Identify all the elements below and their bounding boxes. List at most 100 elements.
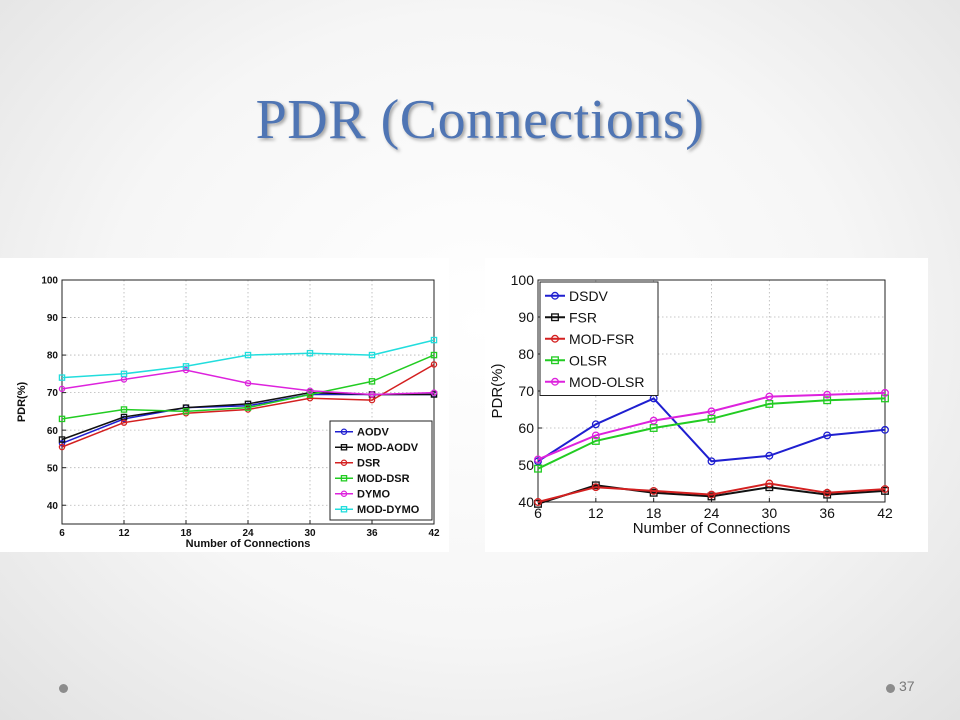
legend-marker	[340, 474, 348, 482]
legend-marker	[551, 313, 559, 322]
data-point	[881, 388, 889, 397]
x-tick-label: 6	[59, 528, 65, 539]
legend-item: DSR	[335, 458, 380, 470]
data-point	[823, 488, 832, 497]
data-point	[368, 351, 376, 359]
data-point	[430, 389, 438, 396]
y-tick-label: 40	[518, 494, 534, 510]
y-tick-label: 100	[41, 276, 58, 287]
data-point	[58, 436, 66, 443]
data-point	[823, 390, 832, 399]
y-tick-label: 90	[518, 309, 534, 325]
chart-left: 6 12 18 24 30 36 42 40 50 60 70 80 90 100 Number of Co…	[0, 258, 449, 552]
slide-title: PDR (Connections)	[255, 89, 705, 151]
data-point	[120, 406, 128, 413]
data-point	[58, 443, 66, 451]
legend-item: DYMO	[335, 489, 390, 501]
y-tick-label: 80	[518, 346, 534, 362]
page-number: 37	[899, 678, 915, 694]
legend-item: MOD-DYMO	[335, 504, 420, 516]
legend-label: MOD-OLSR	[569, 374, 644, 390]
series-line	[537, 484, 886, 505]
data-point	[306, 391, 314, 398]
legend-label: FSR	[569, 309, 597, 325]
y-tick-label: 40	[47, 501, 59, 512]
legend-label: OLSR	[569, 352, 607, 368]
data-point	[649, 424, 658, 432]
legend-item: AODV	[335, 427, 389, 439]
data-point	[707, 407, 716, 416]
data-point	[182, 366, 190, 374]
x-tick-label: 42	[877, 505, 893, 521]
series-line	[537, 482, 886, 503]
legend-marker	[551, 377, 559, 386]
series-line	[61, 369, 435, 396]
data-point	[765, 392, 774, 401]
data-point	[765, 399, 774, 408]
x-tick-label: 12	[118, 528, 130, 539]
data-point	[120, 419, 128, 426]
legend-marker	[340, 428, 348, 435]
legend-label: MOD-FSR	[569, 331, 634, 347]
x-tick-label: 24	[242, 528, 254, 539]
legend-label: DYMO	[357, 489, 390, 501]
data-point	[182, 363, 190, 370]
series-line	[61, 339, 435, 379]
data-point	[881, 485, 889, 493]
legend-item: MOD-OLSR	[545, 374, 644, 390]
data-point	[707, 414, 716, 423]
data-point	[591, 431, 600, 440]
y-tick-label: 100	[511, 272, 535, 288]
series-line	[537, 391, 886, 461]
legend-marker	[551, 334, 559, 343]
x-tick-label: 18	[646, 505, 662, 521]
data-point	[58, 415, 66, 423]
x-tick-label: 12	[588, 505, 604, 521]
x-tick-label: 18	[180, 528, 192, 539]
legend-marker	[551, 291, 559, 300]
y-tick-label: 70	[518, 383, 534, 399]
data-point	[649, 486, 658, 495]
x-tick-label: 36	[366, 528, 378, 539]
x-axis-label: Number of Connections	[633, 520, 791, 537]
legend-marker	[340, 443, 348, 451]
data-point	[430, 336, 438, 344]
legend-label: MOD-AODV	[357, 442, 419, 454]
y-tick-label: 50	[47, 463, 59, 474]
data-point	[306, 394, 314, 402]
footer-dot-right	[886, 684, 895, 693]
series-line	[61, 354, 435, 420]
data-point	[823, 431, 832, 440]
legend: AODV MOD-AODV DSR MOD-DSR DYMO MOD-DYMO	[329, 420, 433, 521]
data-point	[765, 451, 774, 460]
legend-item: MOD-AODV	[335, 442, 419, 454]
y-tick-label: 60	[47, 426, 59, 437]
x-axis-label: Number of Connections	[186, 538, 311, 550]
x-tick-label: 36	[819, 505, 835, 521]
legend: DSDV FSR MOD-FSR OLSR MOD-OLSR	[539, 281, 659, 396]
y-tick-label: 90	[47, 313, 59, 324]
series-dsdv	[534, 394, 889, 466]
data-point	[707, 490, 716, 499]
series-olsr	[534, 394, 889, 473]
x-tick-label: 6	[534, 505, 542, 521]
data-point	[534, 455, 542, 464]
data-point	[58, 374, 66, 381]
data-point	[120, 370, 128, 378]
chart-right-svg: 6 12 18 24 30 36 42 40 50 60 70 80 90 100 Number of Co…	[489, 272, 893, 537]
data-point	[306, 349, 314, 357]
data-point	[368, 391, 376, 398]
series-mod-dymo	[58, 336, 438, 381]
y-tick-label: 60	[518, 420, 534, 436]
data-point	[881, 425, 889, 434]
data-point	[244, 404, 252, 411]
y-axis-label: PDR(%)	[489, 363, 506, 418]
legend-label: MOD-DYMO	[357, 504, 420, 516]
series-dymo	[58, 366, 438, 398]
y-tick-label: 50	[518, 457, 534, 473]
x-tick-label: 30	[762, 505, 778, 521]
x-tick-label: 30	[304, 528, 316, 539]
chart-right: 6 12 18 24 30 36 42 40 50 60 70 80 90 100 Number of Co…	[485, 258, 928, 552]
data-point	[534, 498, 542, 506]
y-tick-label: 70	[47, 388, 59, 399]
